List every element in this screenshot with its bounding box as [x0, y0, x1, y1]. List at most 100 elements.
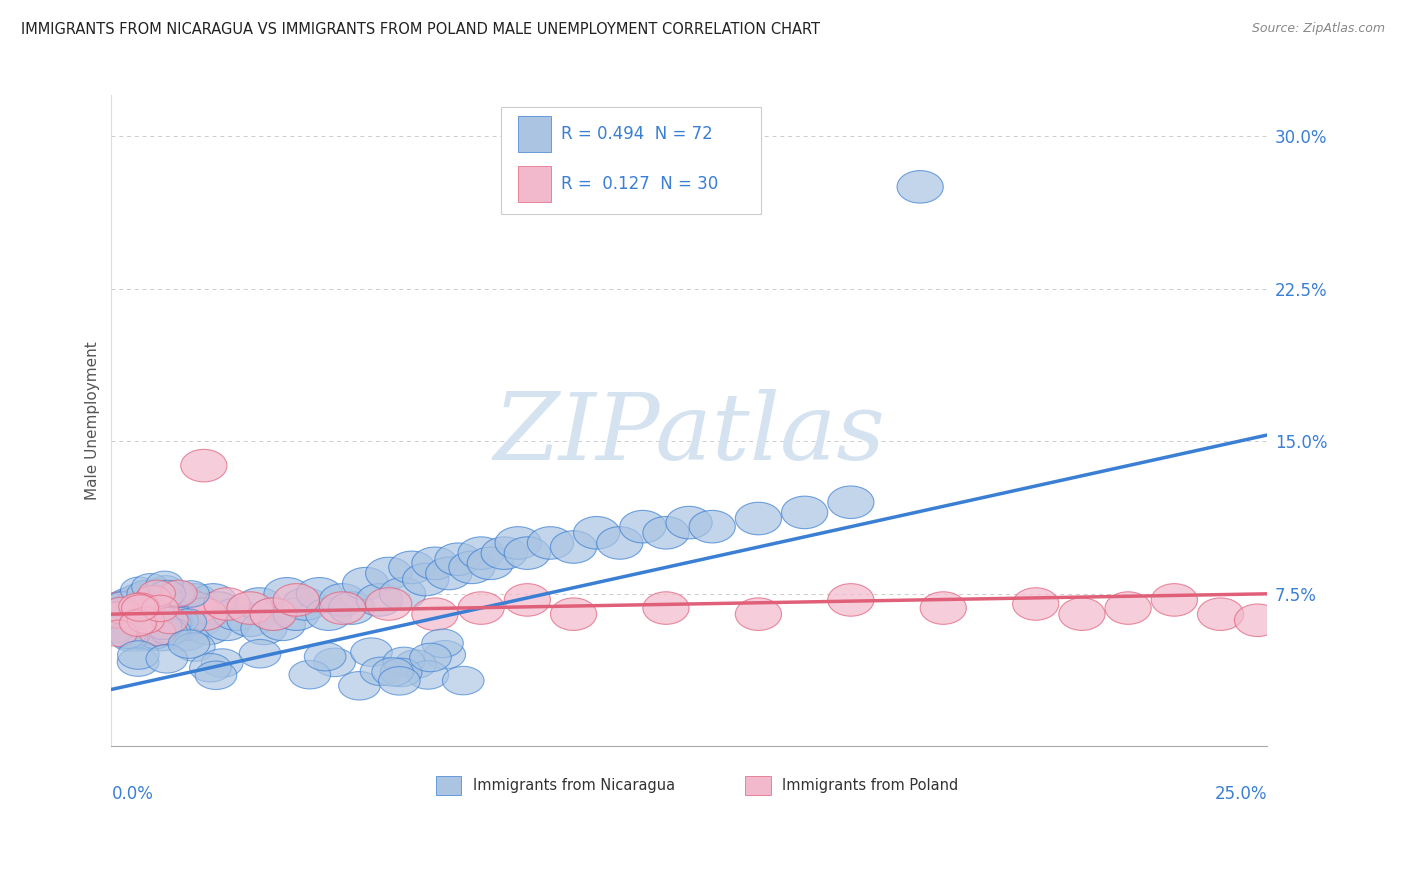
Ellipse shape [643, 591, 689, 624]
Text: 25.0%: 25.0% [1215, 786, 1267, 804]
Ellipse shape [481, 537, 527, 569]
Ellipse shape [226, 591, 273, 624]
Ellipse shape [505, 583, 550, 616]
Ellipse shape [319, 591, 366, 624]
Ellipse shape [195, 661, 236, 690]
Text: R =  0.127  N = 30: R = 0.127 N = 30 [561, 175, 718, 193]
Ellipse shape [314, 648, 356, 677]
Ellipse shape [467, 547, 513, 580]
Ellipse shape [402, 563, 449, 596]
Ellipse shape [135, 612, 181, 645]
Ellipse shape [111, 624, 148, 651]
Ellipse shape [422, 629, 464, 657]
Ellipse shape [366, 588, 412, 620]
Ellipse shape [395, 650, 436, 679]
Ellipse shape [297, 577, 343, 610]
Ellipse shape [135, 585, 172, 612]
Ellipse shape [108, 622, 146, 648]
Text: Immigrants from Nicaragua: Immigrants from Nicaragua [472, 778, 675, 793]
Ellipse shape [169, 630, 209, 658]
Ellipse shape [129, 588, 176, 620]
Ellipse shape [128, 607, 165, 633]
Ellipse shape [204, 588, 250, 620]
Ellipse shape [412, 547, 458, 580]
Ellipse shape [97, 591, 143, 624]
Ellipse shape [125, 591, 172, 624]
Ellipse shape [1152, 583, 1198, 616]
Ellipse shape [458, 591, 505, 624]
Ellipse shape [319, 583, 366, 616]
Ellipse shape [240, 612, 287, 645]
Ellipse shape [121, 608, 167, 640]
Ellipse shape [143, 612, 190, 645]
Ellipse shape [527, 526, 574, 559]
Ellipse shape [125, 618, 172, 651]
Ellipse shape [735, 598, 782, 631]
Ellipse shape [643, 516, 689, 549]
Ellipse shape [190, 654, 231, 682]
Ellipse shape [138, 601, 174, 628]
Ellipse shape [148, 575, 184, 602]
Ellipse shape [103, 598, 141, 624]
Ellipse shape [112, 621, 150, 648]
Ellipse shape [107, 598, 153, 631]
Ellipse shape [162, 618, 208, 651]
Ellipse shape [1234, 604, 1281, 637]
Ellipse shape [304, 642, 346, 671]
Ellipse shape [170, 609, 207, 635]
Ellipse shape [449, 551, 495, 583]
Ellipse shape [425, 640, 465, 669]
Ellipse shape [236, 588, 283, 620]
Ellipse shape [153, 598, 200, 631]
Ellipse shape [139, 619, 176, 646]
Ellipse shape [214, 598, 259, 631]
Ellipse shape [273, 598, 319, 631]
Ellipse shape [250, 598, 297, 631]
Ellipse shape [157, 580, 194, 607]
Ellipse shape [290, 660, 330, 689]
Ellipse shape [118, 593, 156, 620]
Ellipse shape [157, 582, 195, 608]
Ellipse shape [162, 591, 208, 624]
Text: ZIPatlas: ZIPatlas [494, 389, 884, 479]
Ellipse shape [920, 591, 966, 624]
Ellipse shape [666, 507, 713, 539]
Ellipse shape [111, 612, 157, 645]
Ellipse shape [138, 580, 176, 607]
Ellipse shape [167, 608, 214, 640]
Ellipse shape [98, 616, 135, 642]
Ellipse shape [152, 607, 188, 633]
Ellipse shape [443, 666, 484, 695]
Ellipse shape [897, 170, 943, 203]
Ellipse shape [120, 610, 156, 636]
Ellipse shape [132, 606, 169, 632]
Ellipse shape [176, 604, 222, 637]
Ellipse shape [828, 583, 875, 616]
Ellipse shape [181, 598, 226, 631]
Ellipse shape [426, 558, 472, 590]
Ellipse shape [146, 645, 187, 673]
Ellipse shape [305, 598, 352, 631]
Ellipse shape [388, 551, 434, 583]
Ellipse shape [264, 577, 311, 610]
Text: R = 0.494  N = 72: R = 0.494 N = 72 [561, 125, 713, 143]
Ellipse shape [1105, 591, 1152, 624]
Ellipse shape [149, 604, 194, 637]
Ellipse shape [138, 579, 174, 605]
Ellipse shape [125, 604, 172, 637]
Ellipse shape [150, 619, 187, 645]
Ellipse shape [458, 537, 505, 569]
Ellipse shape [135, 598, 181, 631]
Ellipse shape [149, 581, 186, 607]
Ellipse shape [117, 618, 162, 651]
Ellipse shape [412, 598, 458, 631]
Ellipse shape [136, 623, 174, 648]
Ellipse shape [408, 661, 449, 690]
Ellipse shape [782, 496, 828, 529]
Ellipse shape [160, 580, 197, 607]
Ellipse shape [100, 602, 138, 628]
Ellipse shape [339, 672, 380, 700]
Ellipse shape [139, 604, 186, 637]
Ellipse shape [273, 583, 319, 616]
Ellipse shape [181, 450, 226, 482]
